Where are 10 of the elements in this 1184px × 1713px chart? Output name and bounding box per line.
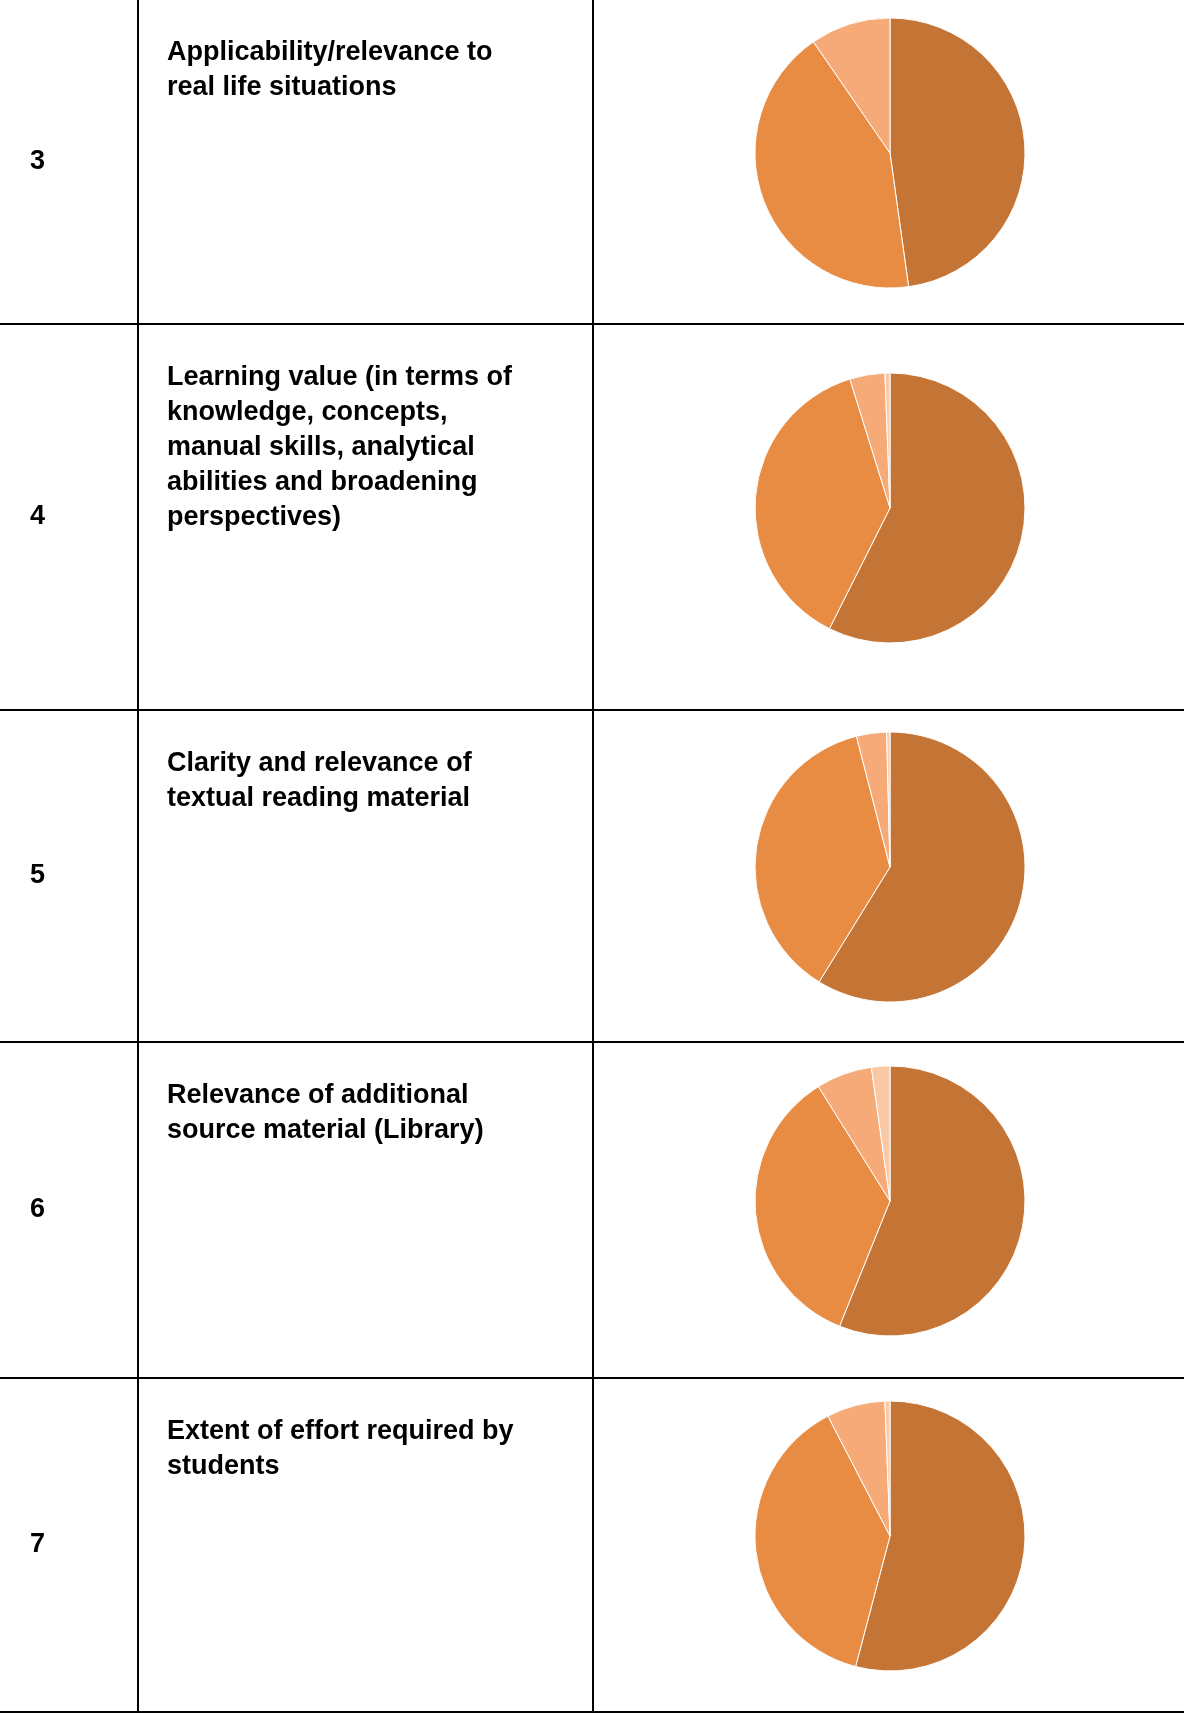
text: 3 xyxy=(30,144,46,176)
text: 4 xyxy=(30,500,46,531)
text: 5 xyxy=(30,859,46,890)
text: Extent of effort required by students xyxy=(167,1414,515,1482)
text: 7 xyxy=(30,1528,46,1559)
text: Relevance of additional source material (Library) xyxy=(167,1078,485,1146)
text: Learning value (in terms of knowledge, concepts, manual skills, analytical abilities and broadening perspectives) xyxy=(167,360,514,533)
text: Clarity and relevance of textual reading material xyxy=(167,746,473,814)
text: Applicability/relevance to real life situations xyxy=(167,35,494,103)
text: 6 xyxy=(30,1193,46,1224)
